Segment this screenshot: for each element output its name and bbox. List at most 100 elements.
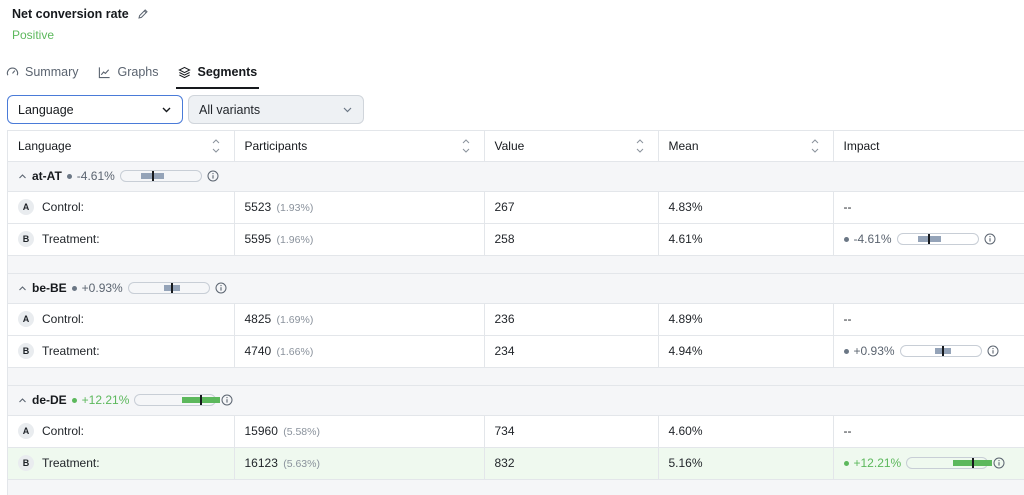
filter-bar: Language All variants [7, 95, 364, 124]
variant-name: Control: [42, 424, 85, 438]
variant-name: Treatment: [42, 344, 100, 358]
group-spacer [8, 367, 1024, 386]
impact-dot [71, 285, 77, 291]
column-label: Participants [244, 138, 308, 153]
impact-bar-marker [942, 346, 945, 356]
column-label: Mean [668, 138, 699, 153]
table-header-row: Language Participants Value Mean Impact [8, 131, 1024, 162]
tab-summary[interactable]: Summary [6, 56, 78, 88]
sort-icon[interactable] [636, 139, 644, 153]
column-header-participants[interactable]: Participants [234, 131, 485, 162]
tab-segments[interactable]: Segments [176, 56, 259, 89]
impact-bar [119, 170, 202, 182]
info-icon[interactable] [215, 282, 227, 294]
tab-graphs[interactable]: Graphs [98, 56, 158, 88]
group-name: at-AT [32, 169, 62, 183]
info-icon[interactable] [207, 170, 219, 182]
mean-cell: 4.61% [658, 223, 834, 256]
value-cell: 236 [484, 303, 659, 336]
participants-cell: 4825 (1.69%) [234, 303, 485, 336]
group-row[interactable]: de-DE +12.21% [8, 385, 1024, 416]
participants-count: 5523 [244, 200, 272, 214]
group-cell: be-BE +0.93% [8, 273, 1024, 304]
mean-value: 4.60% [668, 424, 703, 438]
table-row[interactable]: A Control: 4825 (1.69%) 236 4.89% -- [8, 303, 1024, 336]
layers-icon [178, 66, 192, 78]
participants-count: 5595 [244, 232, 272, 246]
impact-dot [843, 236, 849, 242]
group-impact: -4.61% [76, 169, 115, 183]
dimension-select[interactable]: Language [7, 95, 183, 124]
participants-share: (1.69%) [276, 314, 314, 326]
line-chart-icon [99, 66, 111, 78]
mean-cell: 4.94% [658, 335, 834, 368]
tab-segments-label: Segments [197, 65, 258, 79]
participants-count: 4825 [244, 312, 272, 326]
participants-cell: 5595 (1.96%) [234, 223, 485, 256]
impact-dot [843, 348, 849, 354]
variant-badge: A [18, 311, 34, 327]
variant-cell: A Control: [8, 303, 235, 336]
group-row[interactable]: at-AT -4.61% [8, 161, 1024, 192]
variant-cell: B Treatment: [8, 447, 235, 480]
chevron-up-icon[interactable] [18, 284, 27, 293]
variant-name: Control: [42, 200, 85, 214]
column-header-impact: Impact [833, 131, 1024, 162]
chevron-up-icon[interactable] [18, 172, 27, 181]
spacer-cell [8, 255, 1024, 274]
participants-count: 16123 [244, 456, 278, 470]
info-icon[interactable] [984, 233, 996, 245]
mean-cell: 4.60% [658, 415, 834, 448]
value-cell: 832 [484, 447, 659, 480]
participants-share: (5.58%) [283, 426, 320, 438]
column-header-language[interactable]: Language [8, 131, 235, 162]
impact-value: +0.93% [853, 344, 895, 358]
impact-dot [66, 173, 72, 179]
variant-name: Control: [42, 312, 85, 326]
column-header-value[interactable]: Value [484, 131, 659, 162]
mean-cell: 4.89% [658, 303, 834, 336]
participants-cell: 4740 (1.66%) [234, 335, 485, 368]
impact-cell: -- [833, 415, 1024, 448]
metric-title: Net conversion rate [12, 7, 129, 21]
impact-cell: +0.93% [833, 335, 1024, 368]
info-icon[interactable] [993, 457, 1005, 469]
participants-cell: 16123 (5.63%) [234, 447, 485, 480]
mean-value: 4.61% [668, 232, 703, 246]
value-count: 234 [494, 344, 515, 358]
sort-icon[interactable] [462, 139, 470, 153]
variant-badge: A [18, 199, 34, 215]
group-name: de-DE [32, 393, 67, 407]
impact-bar [906, 457, 992, 469]
participants-share: (1.96%) [276, 234, 314, 246]
info-icon[interactable] [221, 394, 233, 406]
variant-badge: B [18, 455, 34, 471]
column-header-mean[interactable]: Mean [658, 131, 834, 162]
info-icon[interactable] [987, 345, 999, 357]
table-row[interactable]: A Control: 5523 (1.93%) 267 4.83% -- [8, 191, 1024, 224]
pencil-icon[interactable] [137, 8, 149, 20]
table-row[interactable]: B Treatment: 16123 (5.63%) 832 5.16% +12.21% [8, 447, 1024, 480]
group-row[interactable]: be-BE +0.93% [8, 273, 1024, 304]
table-row[interactable]: A Control: 15960 (5.58%) 734 4.60% -- [8, 415, 1024, 448]
participants-cell: 15960 (5.58%) [234, 415, 485, 448]
tab-bar: Summary Graphs Segments [6, 56, 277, 90]
table-row[interactable]: B Treatment: 5595 (1.96%) 258 4.61% -4.61% [8, 223, 1024, 256]
chevron-up-icon[interactable] [18, 396, 27, 405]
sort-icon[interactable] [212, 139, 220, 153]
impact-dot [843, 460, 849, 466]
group-cell: at-AT -4.61% [8, 161, 1024, 192]
value-cell: 734 [484, 415, 659, 448]
table-row[interactable]: B Treatment: 4740 (1.66%) 234 4.94% +0.93% [8, 335, 1024, 368]
impact-dot [71, 397, 77, 403]
variant-badge: B [18, 343, 34, 359]
value-count: 258 [494, 232, 515, 246]
group-impact: +12.21% [81, 393, 130, 407]
sort-icon[interactable] [811, 139, 819, 153]
gauge-icon [6, 67, 19, 76]
variant-select[interactable]: All variants [188, 95, 364, 124]
value-count: 734 [494, 424, 515, 438]
participants-share: (1.66%) [276, 346, 314, 358]
group-impact: +0.93% [81, 281, 123, 295]
column-label: Value [494, 138, 525, 153]
